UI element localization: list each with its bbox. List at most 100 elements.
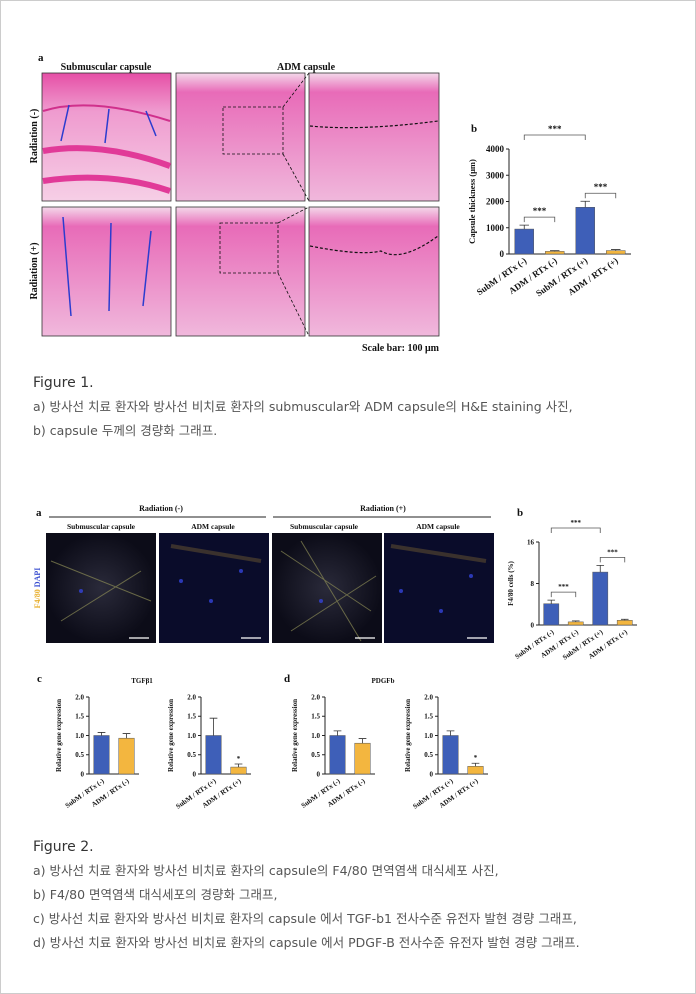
bar bbox=[467, 766, 484, 775]
y-tick-label: 0 bbox=[317, 770, 321, 778]
error-bar bbox=[580, 200, 590, 208]
caption-line: b) capsule 두께의 경량화 그래프. bbox=[33, 423, 217, 438]
error-bar bbox=[97, 732, 106, 736]
y-tick-label: 4000 bbox=[486, 144, 505, 154]
error-bar bbox=[519, 224, 529, 230]
caption-line: d) 방사선 치료 환자와 방사선 비치료 환자의 capsule 에서 PDG… bbox=[33, 935, 580, 950]
y-tick-label: 0 bbox=[500, 249, 505, 259]
bar bbox=[545, 251, 565, 255]
column-header: Submuscular capsule bbox=[67, 522, 136, 531]
bar bbox=[514, 228, 534, 255]
y-tick-label: 2.0 bbox=[75, 693, 84, 701]
column-header: ADM capsule bbox=[277, 62, 336, 73]
panel-label: b bbox=[517, 507, 523, 519]
chart-title: PDGFb bbox=[372, 677, 395, 685]
caption-line: a) 방사선 치료 환자와 방사선 비치료 환자의 submuscular와 A… bbox=[33, 399, 573, 414]
caption-line: a) 방사선 치료 환자와 방사선 비치료 환자의 capsule의 F4/80… bbox=[33, 863, 499, 878]
significance-bracket bbox=[584, 192, 617, 199]
y-tick-label: 2.0 bbox=[424, 693, 433, 701]
y-tick-label: 8 bbox=[531, 580, 535, 588]
bar bbox=[575, 207, 595, 255]
error-bar bbox=[471, 762, 480, 767]
row-label: Radiation (+) bbox=[29, 242, 40, 299]
stain-dapi: DAPI bbox=[33, 568, 42, 588]
error-bar bbox=[358, 738, 367, 744]
x-tick-label: SubM / RTx (-) bbox=[475, 255, 529, 297]
column-header: Submuscular capsule bbox=[61, 62, 152, 73]
bar bbox=[205, 735, 222, 775]
error-bar bbox=[122, 733, 131, 739]
panel-label: c bbox=[37, 673, 42, 685]
y-axis-label: Relative gene expression bbox=[55, 699, 63, 772]
error-bar bbox=[234, 763, 243, 768]
y-tick-label: 0 bbox=[81, 770, 85, 778]
significance-bracket bbox=[599, 556, 626, 563]
y-tick-label: 0.5 bbox=[187, 751, 196, 759]
caption-title: Figure 1. bbox=[33, 375, 94, 391]
significance: *** bbox=[548, 124, 562, 134]
scale-bar-label: Scale bar: 100 μm bbox=[362, 343, 440, 354]
panel-label: a bbox=[38, 52, 44, 64]
error-bar bbox=[596, 564, 605, 573]
fluorescence-images bbox=[46, 533, 494, 643]
significance: * bbox=[474, 754, 478, 762]
y-axis-label: Relative gene expression bbox=[167, 699, 175, 772]
error-bar bbox=[547, 599, 556, 604]
y-tick-label: 0 bbox=[531, 621, 535, 629]
y-tick-label: 3000 bbox=[486, 170, 505, 180]
significance-bracket bbox=[550, 527, 601, 533]
y-tick-label: 1.5 bbox=[311, 713, 320, 721]
caption-title: Figure 2. bbox=[33, 839, 94, 855]
significance: *** bbox=[533, 206, 547, 216]
y-axis-label: F4/80 cells (%) bbox=[507, 560, 515, 605]
error-bar bbox=[446, 730, 455, 736]
bar bbox=[543, 603, 560, 626]
significance: *** bbox=[571, 519, 582, 527]
y-axis-label: Capsule thickness (μm) bbox=[467, 159, 477, 244]
x-tick-label: SubM / RTx (+) bbox=[174, 777, 218, 811]
significance: *** bbox=[594, 182, 608, 192]
y-tick-label: 16 bbox=[527, 538, 535, 546]
y-tick-label: 1.0 bbox=[75, 732, 84, 740]
y-tick-label: 1.0 bbox=[187, 732, 196, 740]
y-tick-label: 1.0 bbox=[311, 732, 320, 740]
column-header: ADM capsule bbox=[416, 522, 460, 531]
significance-bracket bbox=[523, 216, 556, 223]
y-axis-label: Relative gene expression bbox=[291, 699, 299, 772]
stain-label: F4/80 DAPI bbox=[33, 568, 42, 609]
bar bbox=[592, 571, 609, 626]
significance: *** bbox=[558, 583, 569, 591]
row-label: Radiation (-) bbox=[29, 109, 40, 164]
histology-images bbox=[41, 72, 440, 337]
y-tick-label: 0 bbox=[193, 770, 197, 778]
error-bar bbox=[620, 618, 629, 621]
y-tick-label: 1.0 bbox=[424, 732, 433, 740]
panel-label: a bbox=[36, 507, 42, 519]
significance: * bbox=[237, 755, 241, 763]
error-bar bbox=[571, 620, 580, 622]
column-header: ADM capsule bbox=[191, 522, 235, 531]
y-axis-label: Relative gene expression bbox=[404, 699, 412, 772]
bar bbox=[230, 766, 247, 775]
y-tick-label: 0.5 bbox=[75, 751, 84, 759]
y-tick-label: 1.5 bbox=[75, 713, 84, 721]
bar bbox=[354, 742, 371, 775]
bar bbox=[616, 620, 633, 626]
bar bbox=[118, 737, 135, 775]
y-tick-label: 0 bbox=[430, 770, 434, 778]
bar bbox=[329, 735, 346, 775]
chart-title: TGFβ1 bbox=[131, 677, 153, 685]
significance-bracket bbox=[523, 134, 586, 140]
bar bbox=[442, 735, 459, 775]
significance-bracket bbox=[550, 591, 577, 598]
y-tick-label: 0.5 bbox=[424, 751, 433, 759]
y-tick-label: 1.5 bbox=[424, 713, 433, 721]
panel-label: b bbox=[471, 123, 477, 135]
column-header: Submuscular capsule bbox=[290, 522, 359, 531]
bar bbox=[606, 250, 626, 255]
y-tick-label: 2.0 bbox=[311, 693, 320, 701]
error-bar bbox=[550, 250, 560, 252]
y-tick-label: 1.5 bbox=[187, 713, 196, 721]
